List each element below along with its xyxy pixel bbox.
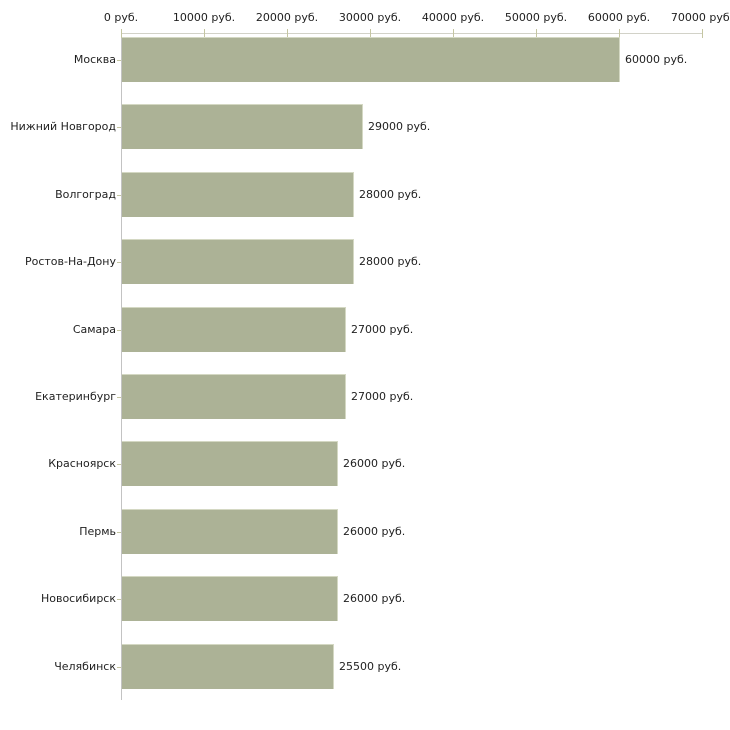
category-label: Челябинск (54, 660, 116, 673)
y-axis-tick (117, 330, 121, 331)
bar-value-label: 28000 руб. (359, 255, 422, 268)
bar[interactable] (122, 374, 346, 419)
x-axis-tick-label: 10000 руб. (172, 11, 236, 24)
bar-value-label: 26000 руб. (343, 457, 406, 470)
y-axis-tick (117, 532, 121, 533)
x-axis-tick-label: 70000 руб. (670, 11, 730, 24)
bar-value-label: 26000 руб. (343, 525, 406, 538)
x-axis-tick (702, 29, 703, 38)
bar[interactable] (122, 239, 354, 284)
y-axis-tick (117, 667, 121, 668)
x-axis-tick (619, 29, 620, 38)
bar[interactable] (122, 307, 346, 352)
y-axis-tick (117, 60, 121, 61)
y-axis-tick (117, 195, 121, 196)
x-axis-tick-label: 0 руб. (103, 11, 139, 24)
y-axis-tick (117, 599, 121, 600)
x-axis-tick (204, 29, 205, 38)
bar-value-label: 60000 руб. (625, 53, 688, 66)
y-axis-tick (117, 397, 121, 398)
bar-value-label: 29000 руб. (368, 120, 431, 133)
x-axis-tick-label: 50000 руб. (504, 11, 568, 24)
x-axis-tick (536, 29, 537, 38)
category-label: Волгоград (55, 188, 116, 201)
x-axis-tick (121, 29, 122, 38)
bar-value-label: 28000 руб. (359, 188, 422, 201)
y-axis-line (121, 33, 122, 700)
x-axis-line (121, 33, 702, 34)
x-axis-tick (453, 29, 454, 38)
bar-value-label: 25500 руб. (339, 660, 402, 673)
x-axis-tick (370, 29, 371, 38)
x-axis-tick-label: 20000 руб. (255, 11, 319, 24)
category-label: Новосибирск (40, 592, 116, 605)
bar[interactable] (122, 441, 338, 486)
bar[interactable] (122, 509, 338, 554)
x-axis-tick-label: 40000 руб. (421, 11, 485, 24)
category-label: Москва (73, 53, 116, 66)
bar[interactable] (122, 644, 334, 689)
category-label: Пермь (79, 525, 116, 538)
category-label: Самара (72, 323, 116, 336)
bar[interactable] (122, 104, 363, 149)
bar-value-label: 27000 руб. (351, 323, 414, 336)
y-axis-tick (117, 127, 121, 128)
category-label: Нижний Новгород (10, 120, 116, 133)
category-label: Екатеринбург (35, 390, 116, 403)
x-axis-tick-label: 60000 руб. (587, 11, 651, 24)
bar[interactable] (122, 172, 354, 217)
y-axis-tick (117, 464, 121, 465)
category-label: Ростов-На-Дону (24, 255, 116, 268)
bar-value-label: 27000 руб. (351, 390, 414, 403)
x-axis-tick-label: 30000 руб. (338, 11, 402, 24)
category-label: Красноярск (48, 457, 116, 470)
bar-value-label: 26000 руб. (343, 592, 406, 605)
y-axis-tick (117, 262, 121, 263)
x-axis-tick (287, 29, 288, 38)
bar[interactable] (122, 37, 620, 82)
bar[interactable] (122, 576, 338, 621)
